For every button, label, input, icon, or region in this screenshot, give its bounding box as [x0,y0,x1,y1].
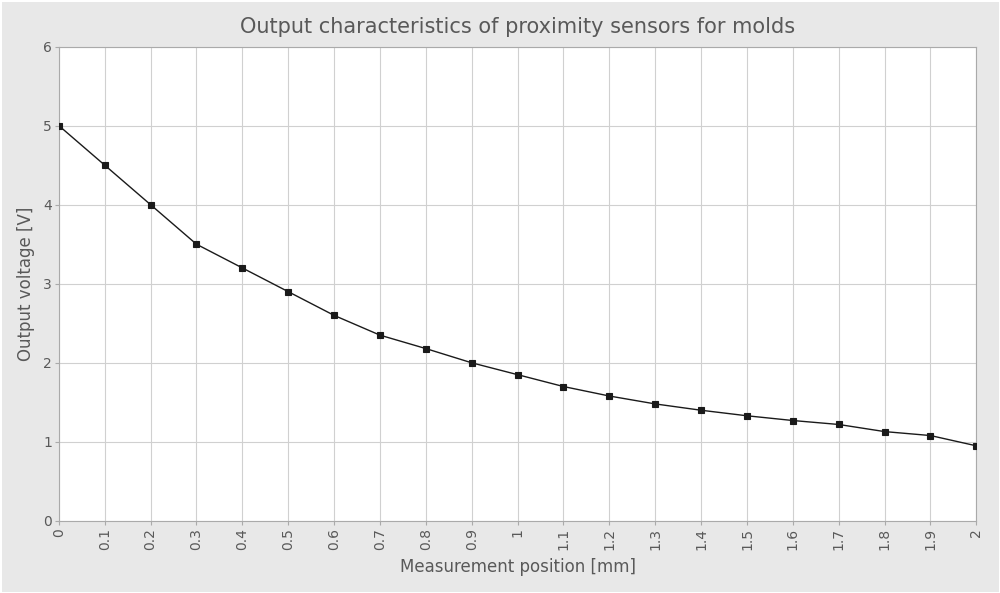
Title: Output characteristics of proximity sensors for molds: Output characteristics of proximity sens… [240,17,795,37]
X-axis label: Measurement position [mm]: Measurement position [mm] [400,559,636,576]
Y-axis label: Output voltage [V]: Output voltage [V] [17,206,35,361]
